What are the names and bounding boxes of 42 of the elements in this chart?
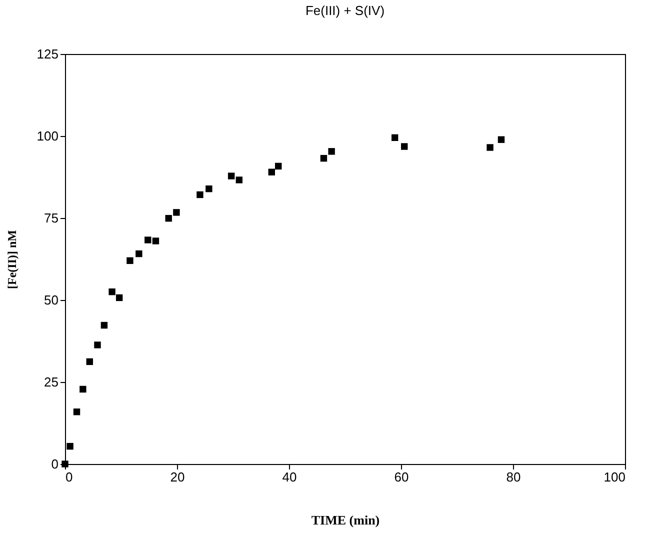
point: [275, 162, 282, 170]
point: [165, 214, 172, 222]
point: [100, 322, 108, 329]
y-tick-label: 100: [36, 128, 58, 144]
point: [498, 136, 505, 143]
point: [136, 250, 142, 258]
x-tick-label: 40: [282, 470, 297, 484]
point: [116, 294, 123, 302]
x-tick-label: 100: [604, 470, 626, 484]
point: [228, 172, 235, 180]
point: [206, 185, 212, 192]
y-tick-label: 50: [44, 292, 58, 308]
point: [268, 168, 275, 176]
x-tick-label: 0: [66, 470, 73, 484]
point: [144, 236, 152, 244]
x-tick-label: 80: [506, 470, 521, 484]
point: [152, 238, 160, 244]
point: [126, 257, 134, 264]
point: [86, 358, 93, 366]
point: [196, 191, 204, 198]
point: [94, 342, 101, 348]
point: [391, 134, 398, 141]
x-tick-label: 20: [170, 470, 185, 484]
point: [401, 143, 408, 150]
point: [236, 176, 243, 184]
x-axis-title: TIME (min): [311, 512, 380, 528]
x-tick-label: 60: [394, 470, 409, 484]
point: [108, 288, 116, 296]
point: [62, 460, 68, 468]
y-tick-label: 0: [51, 456, 58, 472]
point: [173, 209, 180, 216]
point: [328, 148, 335, 155]
y-tick-label: 25: [44, 374, 58, 390]
y-axis-title: [Fe(II)] nM: [4, 230, 19, 289]
chart-title: Fe(III) + S(IV): [305, 3, 385, 18]
point: [320, 154, 328, 162]
point: [73, 408, 80, 416]
point: [486, 144, 494, 151]
y-tick-label: 125: [36, 46, 58, 62]
y-tick-label: 75: [44, 210, 58, 226]
point: [80, 386, 86, 393]
point: [66, 442, 74, 450]
